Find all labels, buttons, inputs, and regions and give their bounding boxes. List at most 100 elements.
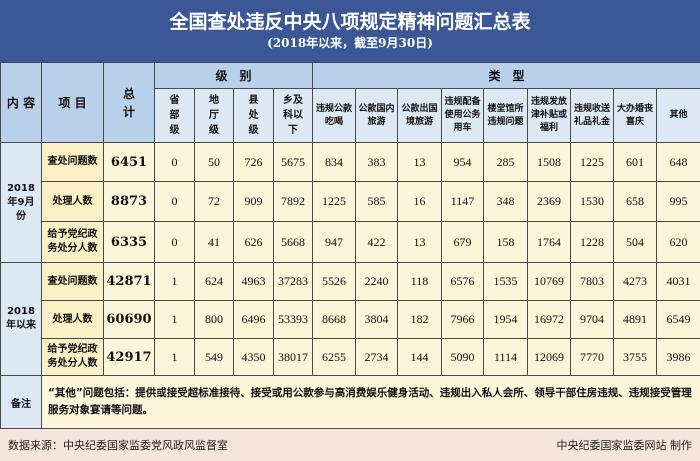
header-item: 项 目 bbox=[42, 63, 104, 143]
page-title: 全国查处违反中央八项规定精神问题汇总表 bbox=[0, 0, 700, 34]
table-cell: 3755 bbox=[614, 339, 657, 376]
table-cell: 118 bbox=[398, 263, 442, 301]
table-cell: 601 bbox=[614, 143, 657, 182]
table-cell: 2240 bbox=[356, 263, 398, 301]
table-cell: 585 bbox=[356, 182, 398, 222]
table-cell: 1225 bbox=[571, 143, 614, 182]
header-type: 公款国内旅游 bbox=[356, 89, 398, 143]
table-cell: 422 bbox=[356, 222, 398, 263]
table-cell: 726 bbox=[234, 143, 274, 182]
table-cell: 658 bbox=[614, 182, 657, 222]
table-cell: 4273 bbox=[614, 263, 657, 301]
footer: 数据来源：中央纪委国家监委党风政风监督室 中央纪委国家监委网站 制作 bbox=[0, 428, 700, 461]
table-cell: 0 bbox=[155, 143, 195, 182]
table-cell: 13 bbox=[398, 143, 442, 182]
table-cell: 50 bbox=[195, 143, 234, 182]
table-cell: 1508 bbox=[528, 143, 571, 182]
table-cell: 383 bbox=[356, 143, 398, 182]
table-cell: 10769 bbox=[528, 263, 571, 301]
row-item: 查处问题数 bbox=[42, 143, 104, 182]
header-type-group: 类 型 bbox=[313, 63, 700, 89]
header-type: 违规发放津补贴或福利 bbox=[528, 89, 571, 143]
table-cell: 0 bbox=[155, 222, 195, 263]
row-total: 60690 bbox=[104, 301, 155, 339]
table-cell: 0 bbox=[155, 182, 195, 222]
table-cell: 1764 bbox=[528, 222, 571, 263]
row-total: 8873 bbox=[104, 182, 155, 222]
row-total: 42871 bbox=[104, 263, 155, 301]
header-type: 违规收送礼品礼金 bbox=[571, 89, 614, 143]
table-cell: 954 bbox=[442, 143, 484, 182]
table-cell: 7770 bbox=[571, 339, 614, 376]
group-label: 2018年9月份 bbox=[1, 143, 42, 263]
summary-table: 内 容 项 目 总计 级 别 类 型 省部级地厅级县处级乡及科以下违规公款吃喝公… bbox=[0, 62, 700, 429]
table-cell: 995 bbox=[657, 182, 700, 222]
table-cell: 1535 bbox=[484, 263, 528, 301]
table-cell: 158 bbox=[484, 222, 528, 263]
table-cell: 648 bbox=[657, 143, 700, 182]
title-bar: 全国查处违反中央八项规定精神问题汇总表 (2018年以来，截至9月30日) bbox=[0, 0, 700, 62]
group-label: 2018年以来 bbox=[1, 263, 42, 376]
table-cell: 1 bbox=[155, 301, 195, 339]
table-cell: 4031 bbox=[657, 263, 700, 301]
table-cell: 3986 bbox=[657, 339, 700, 376]
table-cell: 909 bbox=[234, 182, 274, 222]
row-item: 查处问题数 bbox=[42, 263, 104, 301]
table-cell: 5668 bbox=[274, 222, 313, 263]
table-cell: 1225 bbox=[313, 182, 356, 222]
table-cell: 1 bbox=[155, 339, 195, 376]
table-cell: 6549 bbox=[657, 301, 700, 339]
table-cell: 947 bbox=[313, 222, 356, 263]
table-cell: 800 bbox=[195, 301, 234, 339]
table-cell: 4350 bbox=[234, 339, 274, 376]
table-cell: 1954 bbox=[484, 301, 528, 339]
table-cell: 16972 bbox=[528, 301, 571, 339]
row-item: 处理人数 bbox=[42, 301, 104, 339]
table-cell: 144 bbox=[398, 339, 442, 376]
table-cell: 4963 bbox=[234, 263, 274, 301]
table-cell: 7966 bbox=[442, 301, 484, 339]
table-cell: 2369 bbox=[528, 182, 571, 222]
table-cell: 9704 bbox=[571, 301, 614, 339]
header-type: 违规配备使用公务用车 bbox=[442, 89, 484, 143]
table-cell: 5090 bbox=[442, 339, 484, 376]
table-cell: 549 bbox=[195, 339, 234, 376]
table-cell: 620 bbox=[657, 222, 700, 263]
table-cell: 7803 bbox=[571, 263, 614, 301]
table-cell: 8668 bbox=[313, 301, 356, 339]
table-cell: 2734 bbox=[356, 339, 398, 376]
header-type: 公款出国境旅游 bbox=[398, 89, 442, 143]
table-cell: 13 bbox=[398, 222, 442, 263]
header-type: 楼堂馆所违规问题 bbox=[484, 89, 528, 143]
row-item: 给予党纪政务处分人数 bbox=[42, 339, 104, 376]
table-cell: 12069 bbox=[528, 339, 571, 376]
header-type: 大办婚丧喜庆 bbox=[614, 89, 657, 143]
row-item: 处理人数 bbox=[42, 182, 104, 222]
table-cell: 5675 bbox=[274, 143, 313, 182]
table-cell: 1114 bbox=[484, 339, 528, 376]
table-cell: 3804 bbox=[356, 301, 398, 339]
header-level: 县处级 bbox=[234, 89, 274, 143]
table-cell: 1228 bbox=[571, 222, 614, 263]
table-cell: 679 bbox=[442, 222, 484, 263]
page-subtitle: (2018年以来，截至9月30日) bbox=[0, 34, 700, 52]
table-cell: 16 bbox=[398, 182, 442, 222]
table-cell: 72 bbox=[195, 182, 234, 222]
table-cell: 348 bbox=[484, 182, 528, 222]
credit: 中央纪委国家监委网站 制作 bbox=[557, 437, 693, 453]
row-total: 42917 bbox=[104, 339, 155, 376]
table-cell: 834 bbox=[313, 143, 356, 182]
row-item: 给予党纪政务处分人数 bbox=[42, 222, 104, 263]
note-label: 备注 bbox=[1, 376, 42, 429]
table-cell: 41 bbox=[195, 222, 234, 263]
table-cell: 37283 bbox=[274, 263, 313, 301]
row-total: 6335 bbox=[104, 222, 155, 263]
header-level: 乡及科以下 bbox=[274, 89, 313, 143]
table-cell: 6255 bbox=[313, 339, 356, 376]
header-level: 地厅级 bbox=[195, 89, 234, 143]
table-cell: 4891 bbox=[614, 301, 657, 339]
